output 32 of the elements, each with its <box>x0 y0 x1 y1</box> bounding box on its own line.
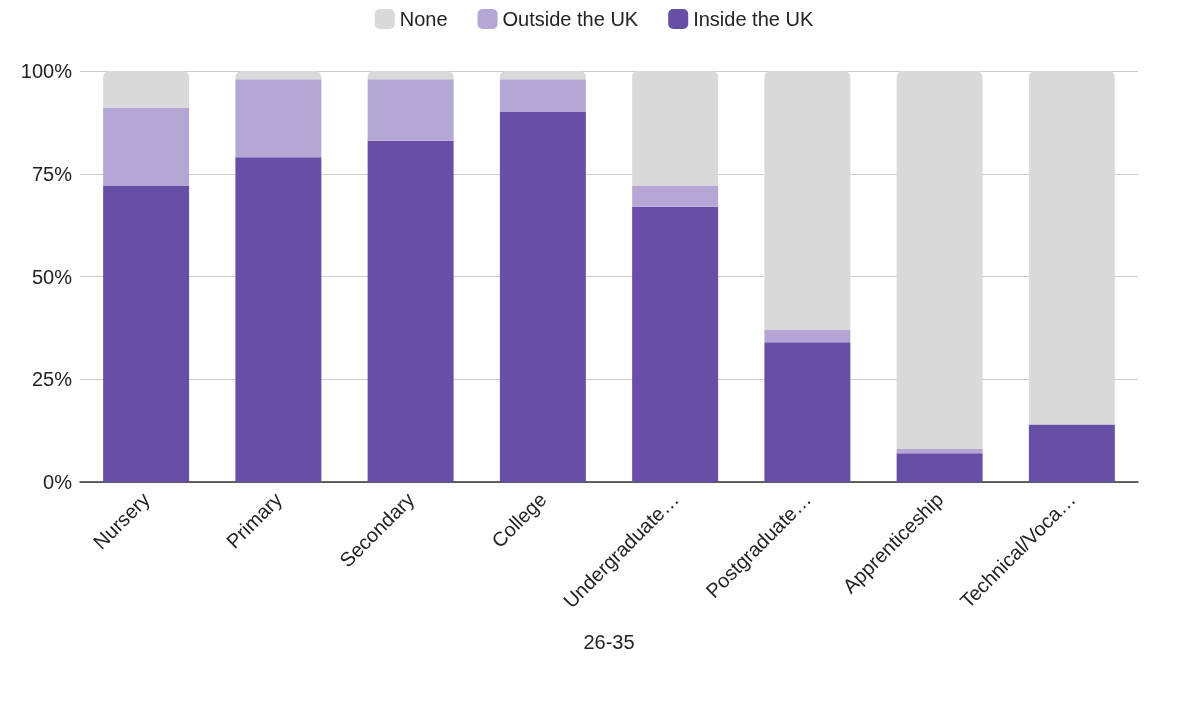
bar <box>1028 424 1115 482</box>
legend-label: Inside the UK <box>693 8 814 30</box>
bar <box>499 112 586 482</box>
bar <box>235 71 322 80</box>
legend-label: None <box>399 8 448 30</box>
bar <box>896 449 983 454</box>
bar <box>499 79 586 113</box>
y-tick-label: 0% <box>43 471 73 493</box>
bar <box>235 79 322 158</box>
x-axis-title: 26-35 <box>583 631 635 653</box>
bar <box>367 79 454 141</box>
bar <box>764 71 851 330</box>
legend-label: Outside the UK <box>502 8 639 30</box>
y-tick-label: 25% <box>31 368 73 391</box>
bar <box>499 71 586 80</box>
y-tick-label: 100% <box>20 60 73 82</box>
bar <box>235 157 322 482</box>
bar <box>896 71 983 450</box>
bar <box>367 71 454 80</box>
bar <box>1028 71 1115 425</box>
bar <box>367 140 454 482</box>
bar <box>632 206 719 482</box>
bar <box>764 329 851 343</box>
bar <box>764 342 851 482</box>
y-tick-label: 50% <box>31 265 73 288</box>
bar <box>632 71 719 187</box>
bar <box>103 71 190 108</box>
bar <box>896 453 983 482</box>
bar <box>632 186 719 207</box>
bar <box>103 107 190 187</box>
y-tick-label: 75% <box>31 162 73 185</box>
bar <box>103 186 190 482</box>
